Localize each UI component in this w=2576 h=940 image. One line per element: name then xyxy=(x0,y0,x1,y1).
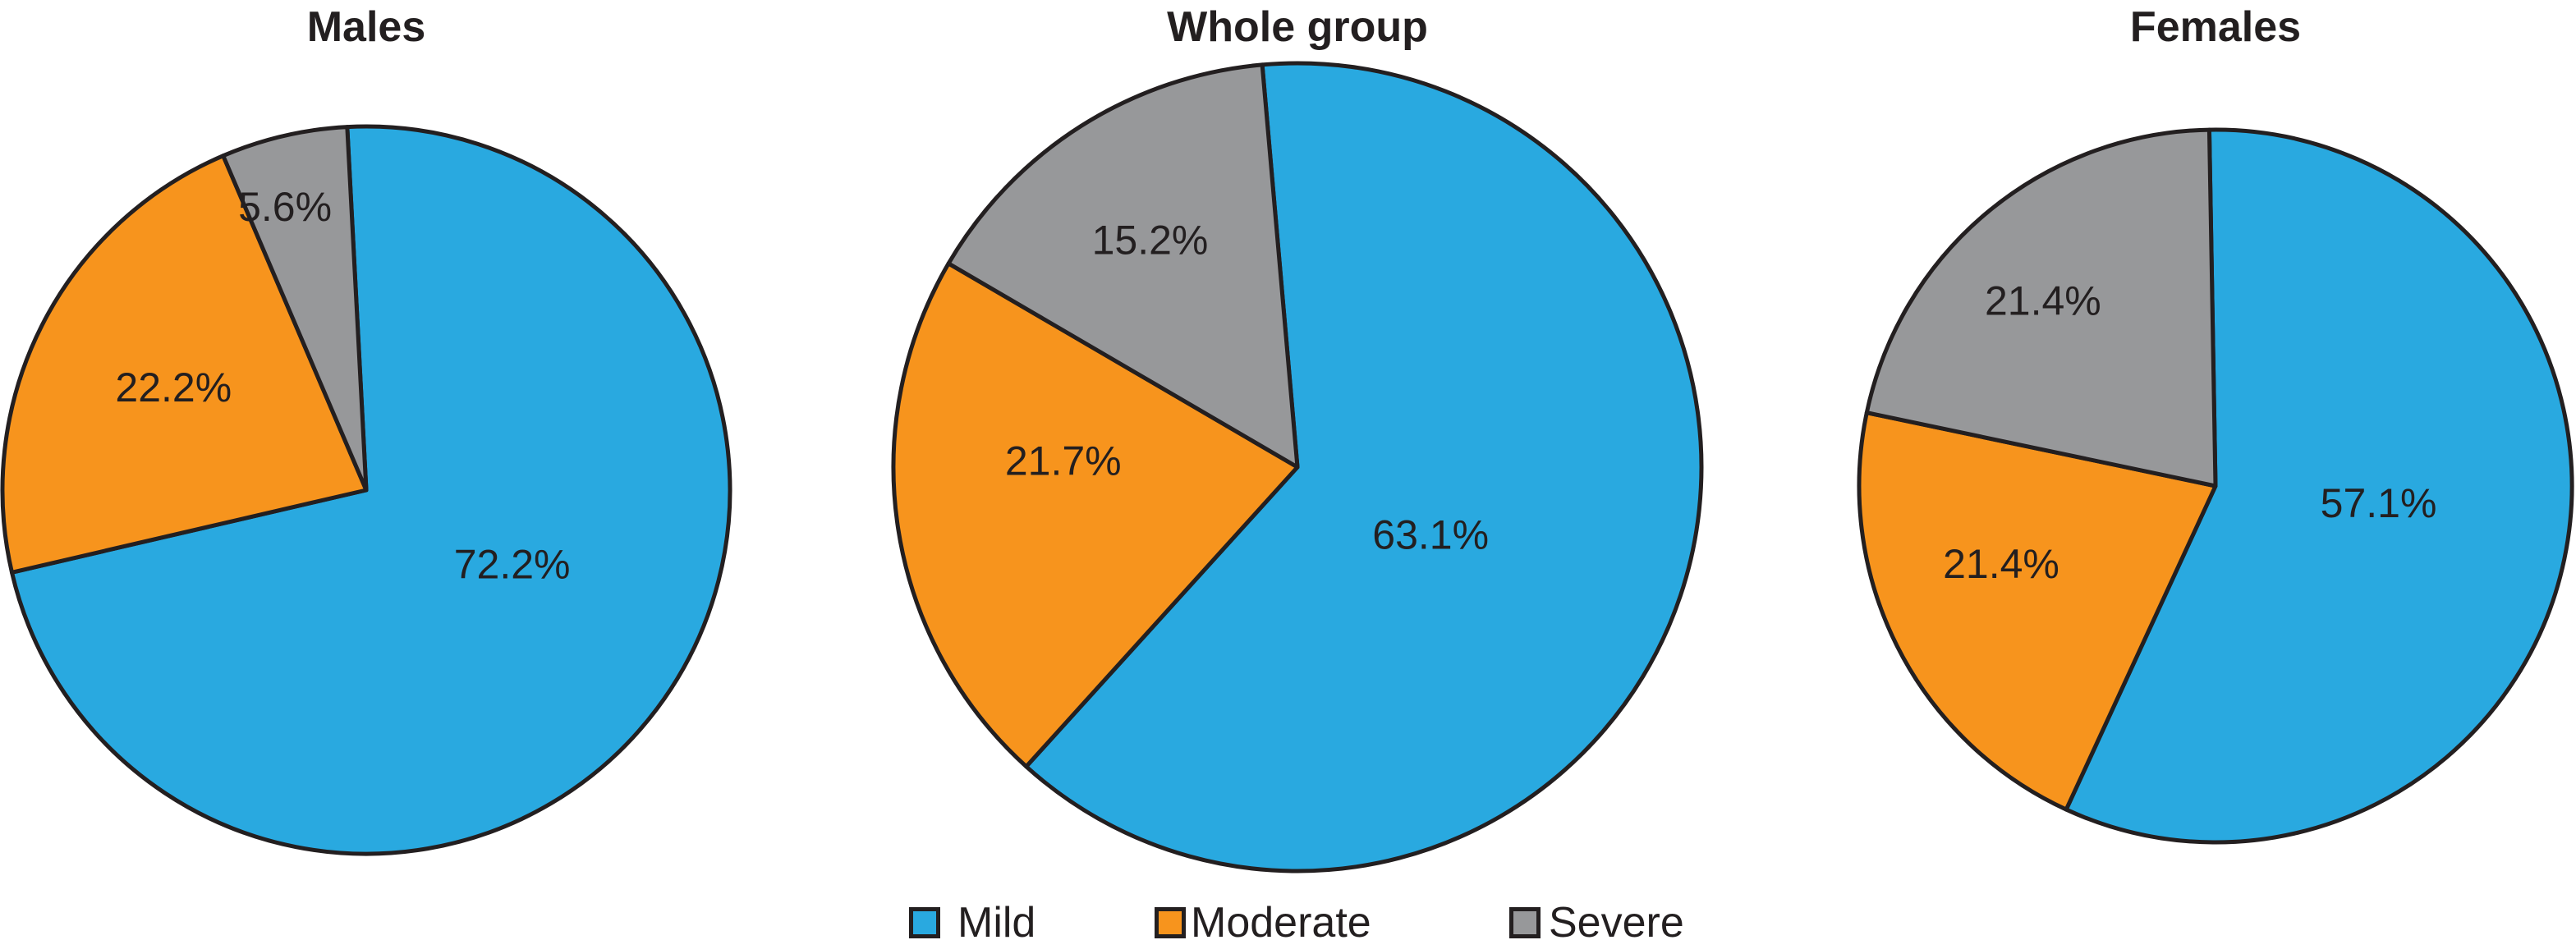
legend-item-moderate: Moderate xyxy=(1155,899,1371,940)
slice-label-moderate: 22.2% xyxy=(115,365,232,410)
pie-slice-mild xyxy=(1024,61,1704,874)
slice-label-moderate: 21.7% xyxy=(1005,438,1122,484)
legend-swatch-severe-icon xyxy=(1509,907,1541,938)
pie-slice-moderate xyxy=(1857,410,2218,812)
pie-slice-moderate xyxy=(0,154,369,575)
pie-slice-severe xyxy=(221,125,369,493)
legend-swatch-moderate-icon xyxy=(1155,907,1186,938)
pie-slice-severe xyxy=(1864,127,2218,488)
pie-slice-mild xyxy=(2064,127,2574,845)
chart-title-whole-group: Whole group xyxy=(1167,3,1428,51)
chart-title-females: Females xyxy=(2129,3,2302,51)
pie-males: 72.2% 22.2% 5.6% xyxy=(0,124,732,856)
legend-item-severe: Severe xyxy=(1509,899,1684,940)
pie-slice-severe xyxy=(946,62,1300,470)
legend-swatch-mild-icon xyxy=(909,907,940,938)
slice-label-mild: 57.1% xyxy=(2321,480,2437,526)
slice-label-severe: 5.6% xyxy=(238,184,332,230)
slice-label-severe: 15.2% xyxy=(1092,218,1209,264)
slice-label-severe: 21.4% xyxy=(1985,278,2101,324)
pie-slice-moderate xyxy=(891,261,1300,769)
pie-slice-mild xyxy=(9,124,732,856)
slice-label-mild: 63.1% xyxy=(1372,512,1489,558)
legend-label-severe: Severe xyxy=(1549,899,1684,940)
pie-females: 57.1% 21.4% 21.4% xyxy=(1857,127,2574,845)
chart-title-males: Males xyxy=(306,3,426,51)
legend-label-moderate: Moderate xyxy=(1191,899,1371,940)
slice-label-mild: 72.2% xyxy=(454,542,571,588)
legend-item-mild: Mild xyxy=(909,899,1036,940)
legend-label-mild: Mild xyxy=(957,899,1036,940)
pie-whole-group: 63.1% 21.7% 15.2% xyxy=(891,61,1704,874)
slice-label-moderate: 21.4% xyxy=(1943,541,2059,587)
